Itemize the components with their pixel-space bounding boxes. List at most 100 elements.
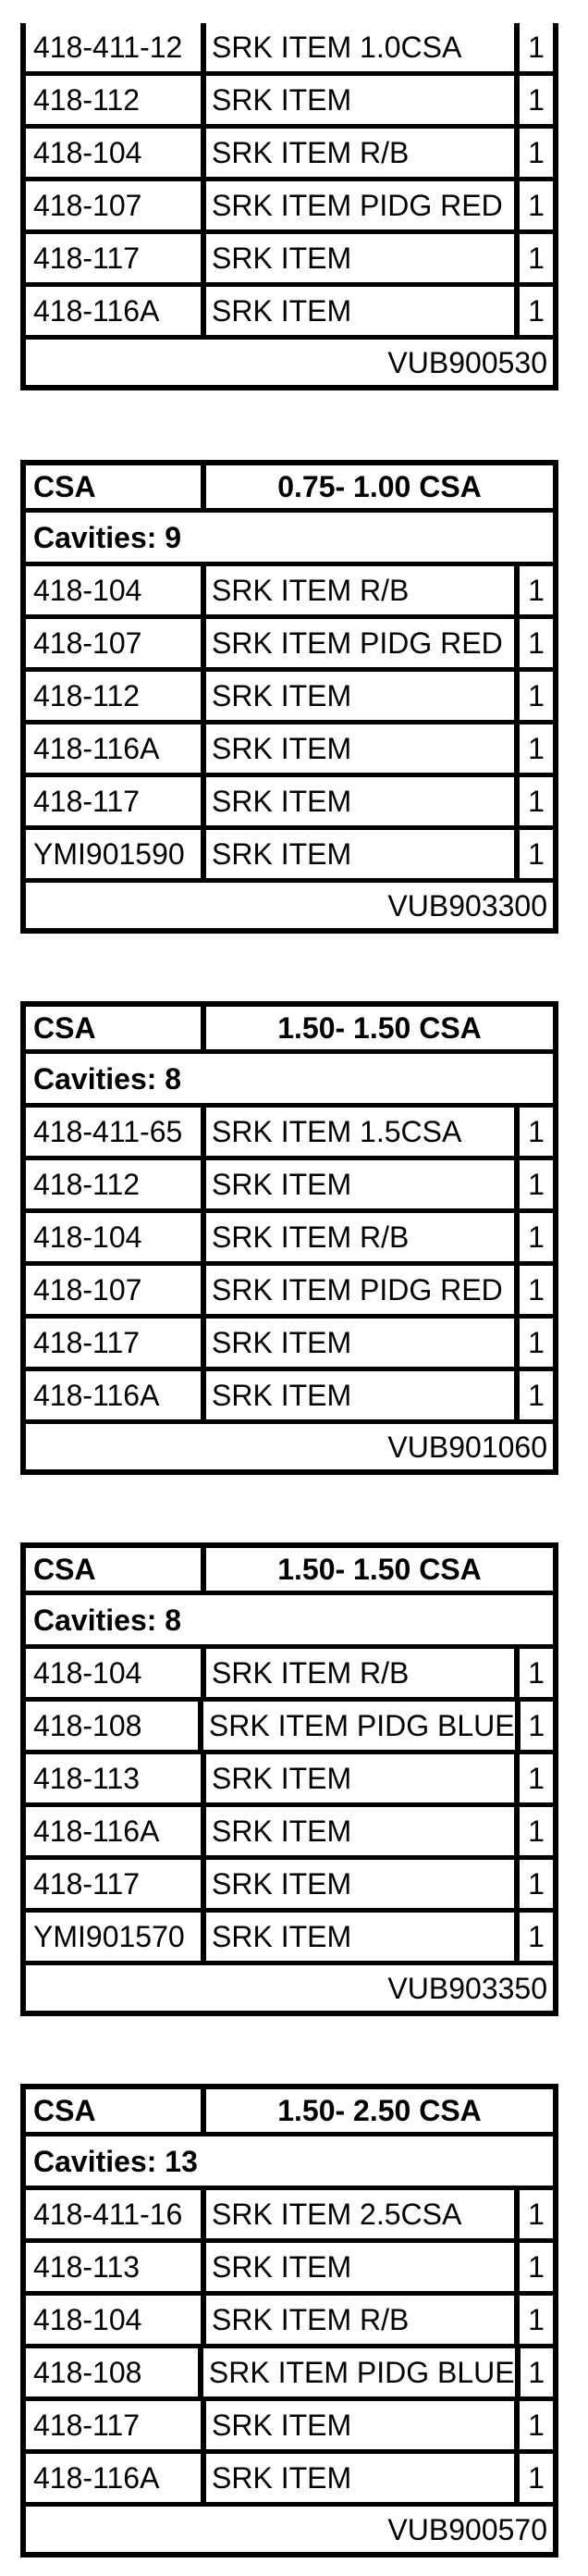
part-number-cell: 418-107	[26, 181, 206, 229]
part-number-cell: 418-107	[26, 619, 206, 667]
quantity-cell: 1	[528, 2198, 545, 2231]
kit-code: VUB900530	[387, 345, 547, 379]
quantity-cell: 1	[528, 2461, 545, 2495]
quantity-cell: 1	[528, 626, 545, 660]
quantity-cell: 1	[528, 31, 545, 64]
description-cell: SRK ITEM	[206, 1319, 520, 1367]
quantity-cell: 1	[528, 1168, 545, 1201]
quantity-cell: 1	[528, 732, 545, 765]
part-number-cell: 418-104	[26, 1649, 206, 1697]
header-range-cell: 1.50- 1.50 CSA	[277, 1011, 482, 1045]
table-row: 418-113 SRK ITEM 1	[26, 1750, 553, 1802]
description-cell: SRK ITEM R/B	[206, 129, 520, 177]
part-number-cell: 418-116A	[26, 1807, 206, 1855]
table-row: YMI901590 SRK ITEM 1	[26, 825, 553, 878]
quantity-cell: 1	[528, 1867, 545, 1901]
table-row: 418-117 SRK ITEM 1	[26, 2396, 553, 2449]
description-cell: SRK ITEM	[206, 1807, 520, 1855]
quantity-cell: 1	[528, 1326, 545, 1359]
table-header-row: CSA 1.50- 1.50 CSA	[26, 1007, 553, 1049]
table-row: 418-117 SRK ITEM 1	[26, 229, 553, 282]
description-cell: SRK ITEM PIDG RED	[206, 1266, 520, 1314]
description-cell: SRK ITEM	[206, 1913, 520, 1961]
part-number-cell: 418-116A	[26, 724, 206, 773]
description-cell: SRK ITEM R/B	[206, 566, 520, 614]
description-cell: SRK ITEM	[206, 76, 520, 124]
description-cell: SRK ITEM PIDG BLUE	[203, 2348, 521, 2396]
table-row: 418-107 SRK ITEM PIDG RED 1	[26, 177, 553, 229]
description-cell: SRK ITEM 1.0CSA	[206, 23, 520, 71]
part-number-cell: 418-112	[26, 1160, 206, 1208]
quantity-cell: 1	[528, 2303, 545, 2336]
quantity-cell: 1	[528, 574, 545, 607]
description-cell: SRK ITEM	[206, 2243, 520, 2291]
table-row: 418-411-16 SRK ITEM 2.5CSA 1	[26, 2186, 553, 2238]
description-cell: SRK ITEM R/B	[206, 1649, 520, 1697]
quantity-cell: 1	[528, 2250, 545, 2284]
kit-code: VUB903350	[387, 1971, 547, 2005]
parts-table-1: 418-411-12 SRK ITEM 1.0CSA 1 418-112 SRK…	[20, 23, 558, 390]
table-row: 418-108 SRK ITEM PIDG BLUE 1	[26, 2344, 553, 2396]
part-number-cell: YMI901590	[26, 830, 206, 878]
table-row: 418-116A SRK ITEM 1	[26, 282, 553, 335]
table-row: 418-107 SRK ITEM PIDG RED 1	[26, 1261, 553, 1314]
table-row: 418-104 SRK ITEM R/B 1	[26, 1208, 553, 1261]
part-number-cell: 418-112	[26, 672, 206, 720]
table-row: 418-117 SRK ITEM 1	[26, 1314, 553, 1367]
quantity-cell: 1	[528, 2356, 545, 2389]
description-cell: SRK ITEM R/B	[206, 1213, 520, 1261]
part-number-cell: 418-104	[26, 1213, 206, 1261]
header-key-cell: CSA	[26, 1548, 206, 1591]
description-cell: SRK ITEM PIDG BLUE	[203, 1702, 521, 1750]
description-cell: SRK ITEM 2.5CSA	[206, 2190, 520, 2238]
description-cell: SRK ITEM	[206, 777, 520, 825]
quantity-cell: 1	[528, 83, 545, 117]
header-key-cell: CSA	[26, 2089, 206, 2132]
quantity-cell: 1	[528, 1762, 545, 1795]
table-row: 418-112 SRK ITEM 1	[26, 667, 553, 720]
table-row: 418-117 SRK ITEM 1	[26, 1855, 553, 1908]
quantity-cell: 1	[528, 1814, 545, 1848]
description-cell: SRK ITEM	[206, 724, 520, 773]
part-number-cell: 418-117	[26, 1860, 206, 1908]
parts-table-3: CSA 1.50- 1.50 CSA Cavities: 8 418-411-6…	[20, 1001, 558, 1475]
table-row: 418-411-12 SRK ITEM 1.0CSA 1	[26, 23, 553, 71]
table-row: 418-104 SRK ITEM R/B 1	[26, 2291, 553, 2344]
header-range-cell: 1.50- 1.50 CSA	[277, 1553, 482, 1586]
description-cell: SRK ITEM 1.5CSA	[206, 1108, 520, 1156]
kit-code-row: VUB900530	[26, 335, 553, 385]
table-header-row: CSA 1.50- 1.50 CSA	[26, 1548, 553, 1591]
table-row: 418-116A SRK ITEM 1	[26, 1802, 553, 1855]
kit-code-row: VUB903300	[26, 878, 553, 928]
description-cell: SRK ITEM PIDG RED	[206, 181, 520, 229]
part-number-cell: 418-116A	[26, 287, 206, 335]
part-number-cell: 418-117	[26, 2401, 206, 2449]
part-number-cell: 418-117	[26, 234, 206, 282]
cavities-row: Cavities: 8	[26, 1049, 553, 1103]
cavities-label: Cavities: 8	[33, 1061, 182, 1096]
quantity-cell: 1	[528, 837, 545, 871]
description-cell: SRK ITEM	[206, 2454, 520, 2502]
part-number-cell: 418-113	[26, 2243, 206, 2291]
part-number-cell: 418-108	[26, 2348, 203, 2396]
description-cell: SRK ITEM	[206, 1860, 520, 1908]
part-number-cell: 418-411-16	[26, 2190, 206, 2238]
description-cell: SRK ITEM	[206, 1371, 520, 1419]
description-cell: SRK ITEM	[206, 2401, 520, 2449]
kit-code: VUB901060	[387, 1430, 547, 1464]
header-range-cell: 0.75- 1.00 CSA	[277, 470, 482, 503]
parts-table-5: CSA 1.50- 2.50 CSA Cavities: 13 418-411-…	[20, 2084, 558, 2557]
kit-code-row: VUB901060	[26, 1419, 553, 1469]
part-number-cell: 418-117	[26, 1319, 206, 1367]
part-number-cell: 418-107	[26, 1266, 206, 1314]
description-cell: SRK ITEM	[206, 1160, 520, 1208]
table-header-row: CSA 1.50- 2.50 CSA	[26, 2089, 553, 2132]
part-number-cell: 418-411-12	[26, 23, 206, 71]
header-key-cell: CSA	[26, 1007, 206, 1049]
quantity-cell: 1	[528, 1273, 545, 1307]
description-cell: SRK ITEM	[206, 287, 520, 335]
table-row: 418-116A SRK ITEM 1	[26, 2449, 553, 2502]
quantity-cell: 1	[528, 1379, 545, 1412]
part-number-cell: 418-116A	[26, 1371, 206, 1419]
description-cell: SRK ITEM PIDG RED	[206, 619, 520, 667]
